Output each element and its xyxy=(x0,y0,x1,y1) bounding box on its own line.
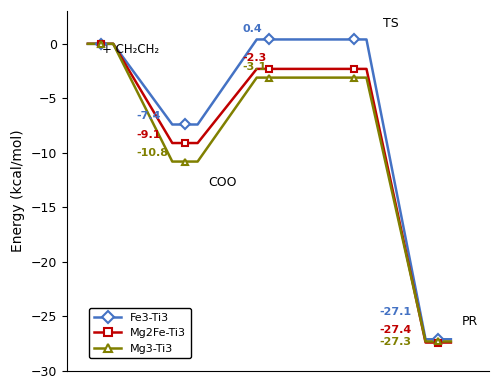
Text: 0.4: 0.4 xyxy=(242,24,262,34)
Text: TS: TS xyxy=(384,18,399,30)
Text: -2.3: -2.3 xyxy=(242,53,266,64)
Text: -3.1: -3.1 xyxy=(242,62,266,72)
Legend: Fe3-Ti3, Mg2Fe-Ti3, Mg3-Ti3: Fe3-Ti3, Mg2Fe-Ti3, Mg3-Ti3 xyxy=(89,308,191,358)
Text: -27.3: -27.3 xyxy=(379,337,411,347)
Text: -27.4: -27.4 xyxy=(379,325,412,335)
Text: -7.4: -7.4 xyxy=(137,111,162,121)
Text: PR: PR xyxy=(462,315,478,328)
Text: -27.1: -27.1 xyxy=(379,307,412,317)
Y-axis label: Energy (kcal/mol): Energy (kcal/mol) xyxy=(11,130,25,252)
Text: -10.8: -10.8 xyxy=(137,148,169,158)
Text: COO: COO xyxy=(208,176,237,188)
Text: + CH₂CH₂: + CH₂CH₂ xyxy=(102,43,160,55)
Text: -9.1: -9.1 xyxy=(137,130,162,140)
